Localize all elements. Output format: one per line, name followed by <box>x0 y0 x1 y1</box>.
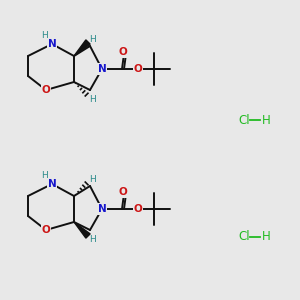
Text: N: N <box>98 204 106 214</box>
Text: N: N <box>98 64 106 74</box>
Text: H: H <box>40 32 47 40</box>
Text: N: N <box>48 179 56 189</box>
Text: O: O <box>42 225 50 235</box>
Text: H: H <box>262 113 271 127</box>
Text: Cl: Cl <box>238 113 250 127</box>
Text: H: H <box>262 230 271 244</box>
Text: H: H <box>88 235 95 244</box>
Text: O: O <box>118 187 127 197</box>
Text: Cl: Cl <box>238 230 250 244</box>
Text: H: H <box>88 34 95 43</box>
Text: O: O <box>42 85 50 95</box>
Text: H: H <box>88 94 95 103</box>
Text: N: N <box>48 39 56 49</box>
Polygon shape <box>74 40 90 56</box>
Polygon shape <box>74 222 90 238</box>
Text: O: O <box>118 47 127 57</box>
Text: H: H <box>40 172 47 181</box>
Text: O: O <box>134 204 142 214</box>
Text: O: O <box>134 64 142 74</box>
Text: H: H <box>88 175 95 184</box>
